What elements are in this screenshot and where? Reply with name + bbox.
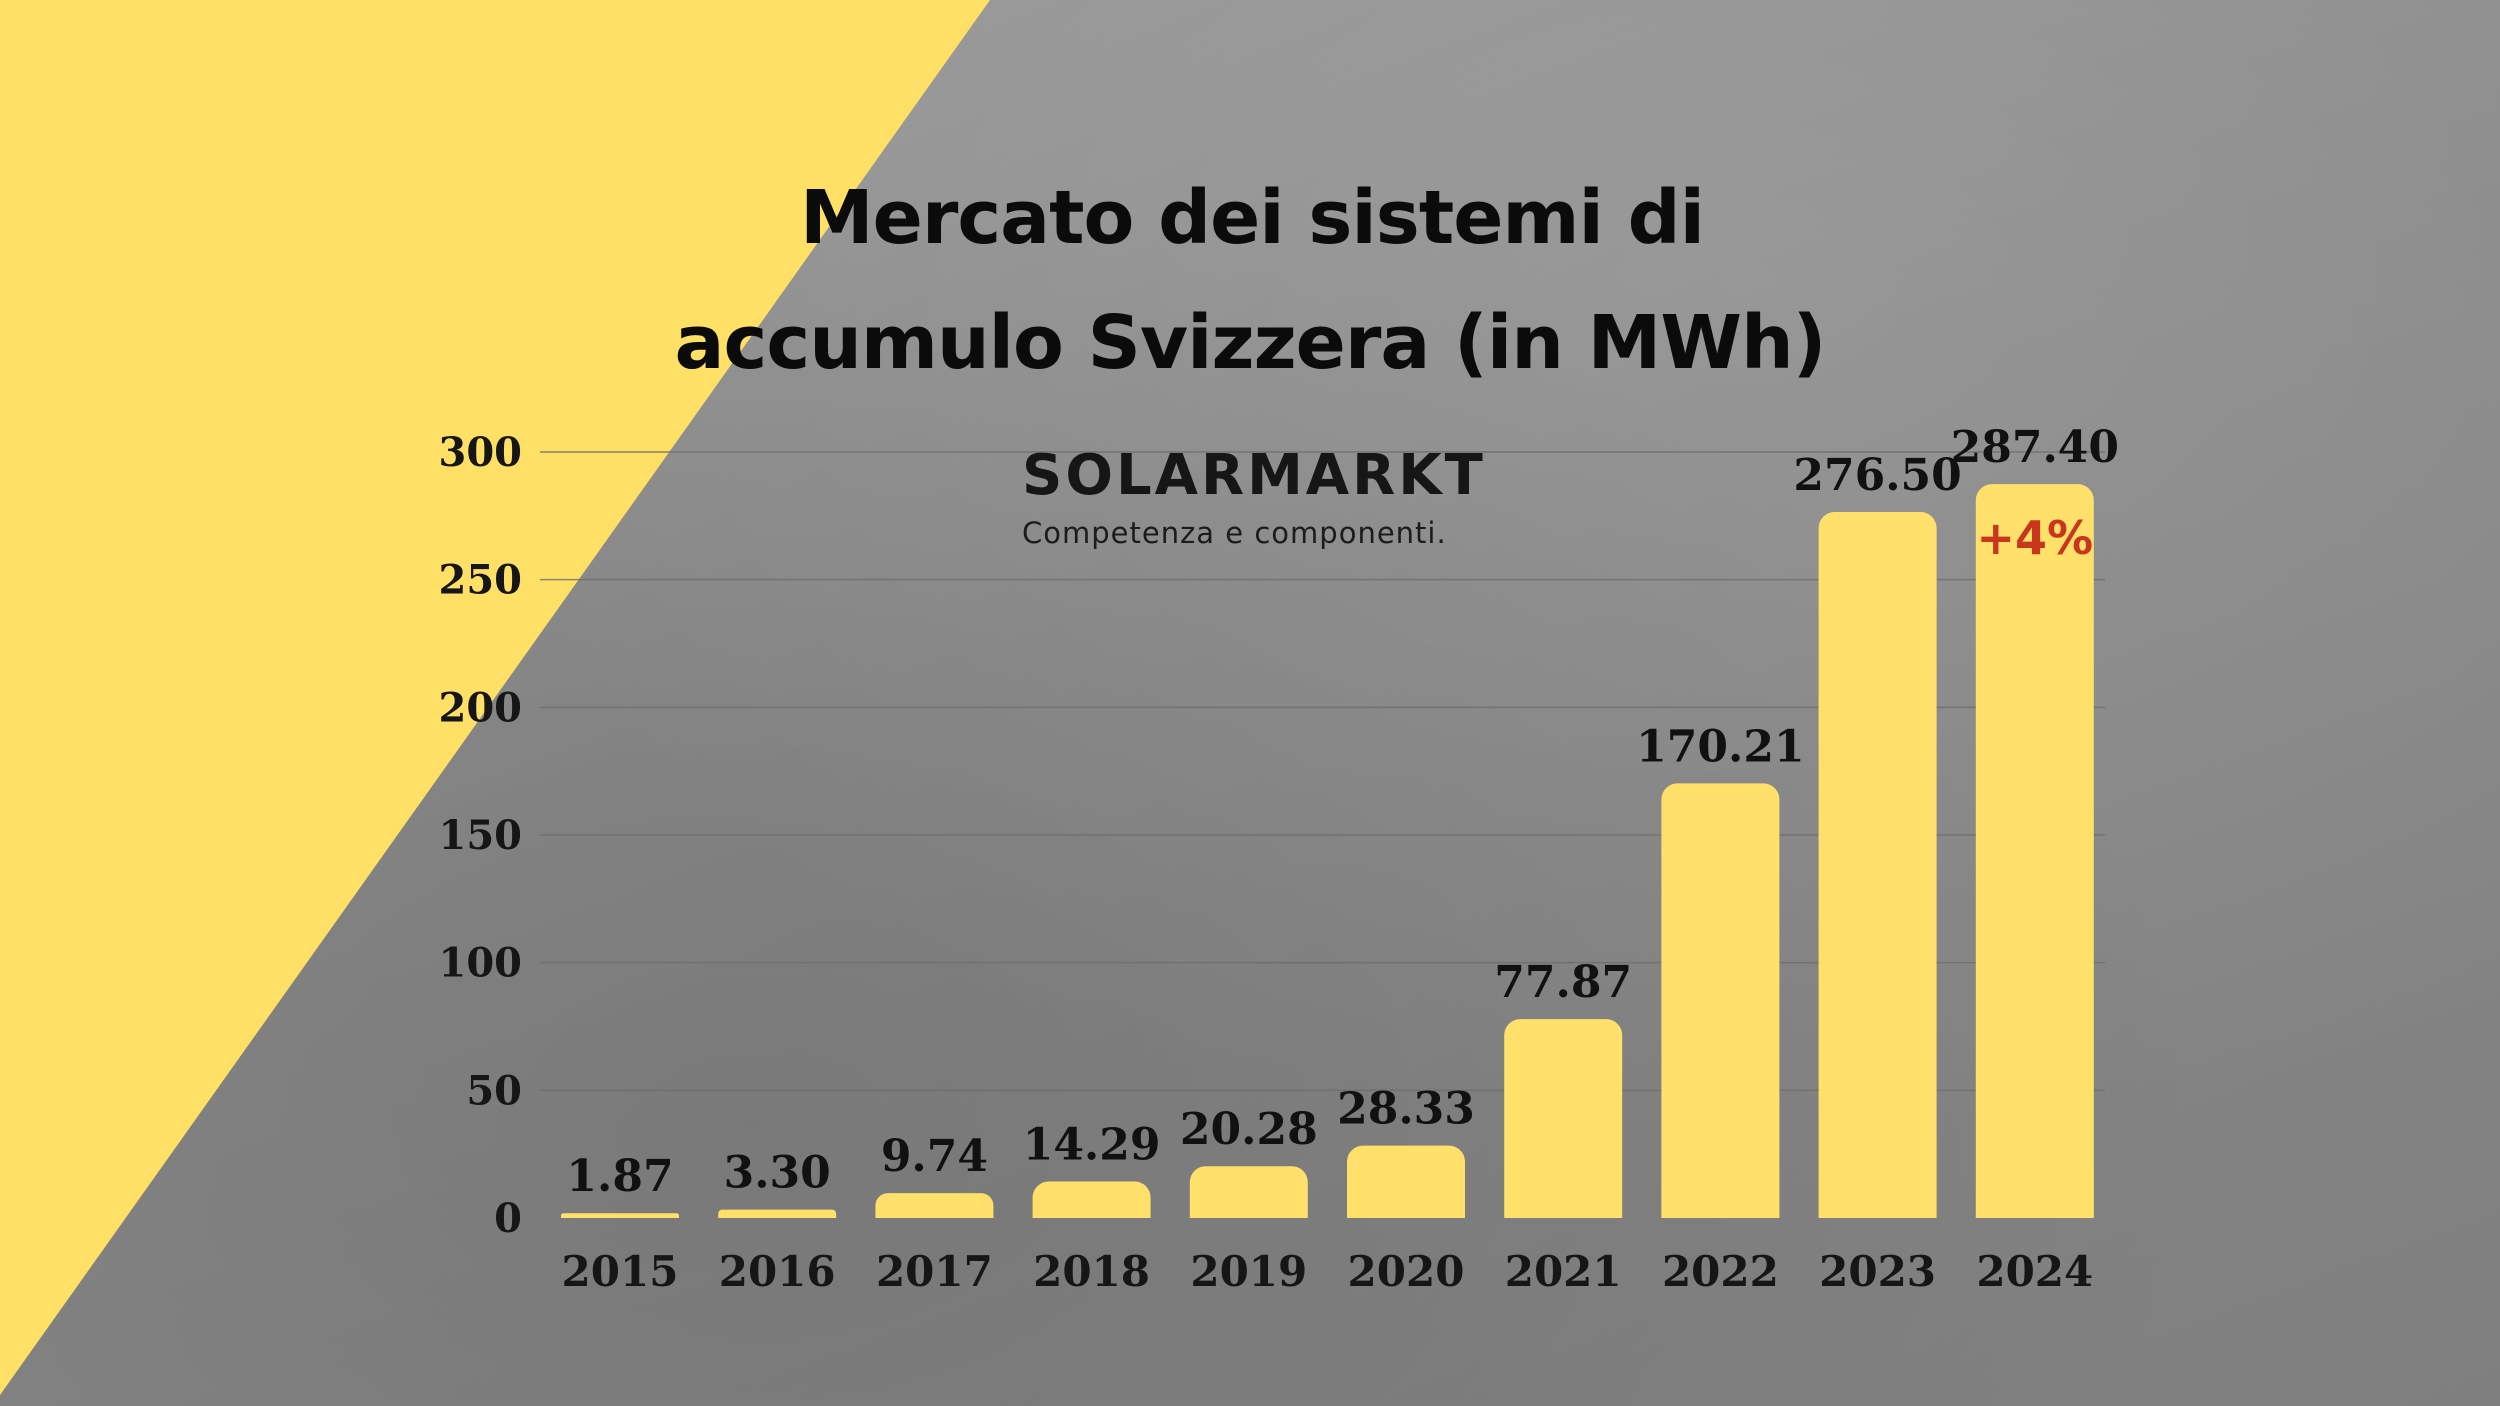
annotations: +4%: [1976, 511, 2093, 565]
x-tick-label-2019: 2019: [1190, 1247, 1307, 1296]
value-label-2020: 28.33: [1337, 1084, 1475, 1135]
x-tick-label-2024: 2024: [1976, 1247, 2093, 1296]
solarmarkt-logo: SOLARMARKT Competenza e componenti.: [1022, 443, 1486, 551]
value-label-2024: 287.40: [1951, 422, 2119, 473]
growth-annotation: +4%: [1976, 511, 2093, 565]
bar-2020: [1347, 1145, 1465, 1218]
bar-2021: [1504, 1019, 1623, 1218]
bar-2024: [1975, 484, 2094, 1218]
value-labels: 1.87 3.30 9.74 14.29 20.28 28.33 77.87 170.21 27…: [566, 422, 2119, 1202]
value-label-2017: 9.74: [881, 1131, 988, 1182]
value-label-2023: 276.50: [1793, 450, 1961, 501]
bar-2023: [1818, 512, 1937, 1218]
bars: [540, 484, 2105, 1238]
y-tick-label: 300: [439, 429, 523, 476]
y-tick-label: 250: [439, 557, 523, 604]
bar-2022: [1661, 783, 1780, 1218]
x-axis-ticks: 2015 2016 2017 2018 2019 2020 2021 2022 2023 2024: [562, 1247, 2094, 1296]
x-tick-label-2018: 2018: [1033, 1247, 1150, 1296]
value-label-2016: 3.30: [724, 1148, 831, 1199]
bar-2018: [1032, 1181, 1151, 1218]
y-tick-label: 100: [439, 940, 523, 987]
y-tick-label: 50: [466, 1067, 522, 1114]
chart-title-line-2: accumulo Svizzera (in MWh): [674, 300, 1827, 386]
y-tick-label: 200: [439, 684, 523, 731]
x-tick-label-2015: 2015: [562, 1247, 679, 1296]
bar-2017: [875, 1193, 994, 1218]
x-tick-label-2023: 2023: [1819, 1247, 1936, 1296]
x-tick-label-2022: 2022: [1662, 1247, 1779, 1296]
value-label-2015: 1.87: [566, 1151, 673, 1202]
x-tick-label-2017: 2017: [876, 1247, 993, 1296]
y-tick-label: 150: [439, 812, 523, 859]
value-label-2018: 14.29: [1023, 1120, 1161, 1171]
logo-name: SOLARMARKT: [1022, 443, 1486, 508]
bar-2015: [561, 1213, 679, 1218]
value-label-2021: 77.87: [1494, 957, 1632, 1008]
baseline-spacer: [540, 1218, 2105, 1238]
chart-title-line-1: Mercato dei sistemi di: [800, 175, 1705, 261]
x-tick-label-2016: 2016: [719, 1247, 836, 1296]
bar-2016: [718, 1209, 837, 1218]
x-tick-label-2021: 2021: [1505, 1247, 1622, 1296]
y-tick-label: 0: [494, 1195, 522, 1242]
logo-tagline: Competenza e componenti.: [1022, 516, 1447, 550]
value-label-2019: 20.28: [1180, 1104, 1318, 1155]
y-axis-ticks: 0 50 100 150 200 250 300: [439, 429, 523, 1242]
bar-2019: [1189, 1166, 1308, 1218]
x-tick-label-2020: 2020: [1348, 1247, 1465, 1296]
value-label-2022: 170.21: [1636, 721, 1804, 772]
